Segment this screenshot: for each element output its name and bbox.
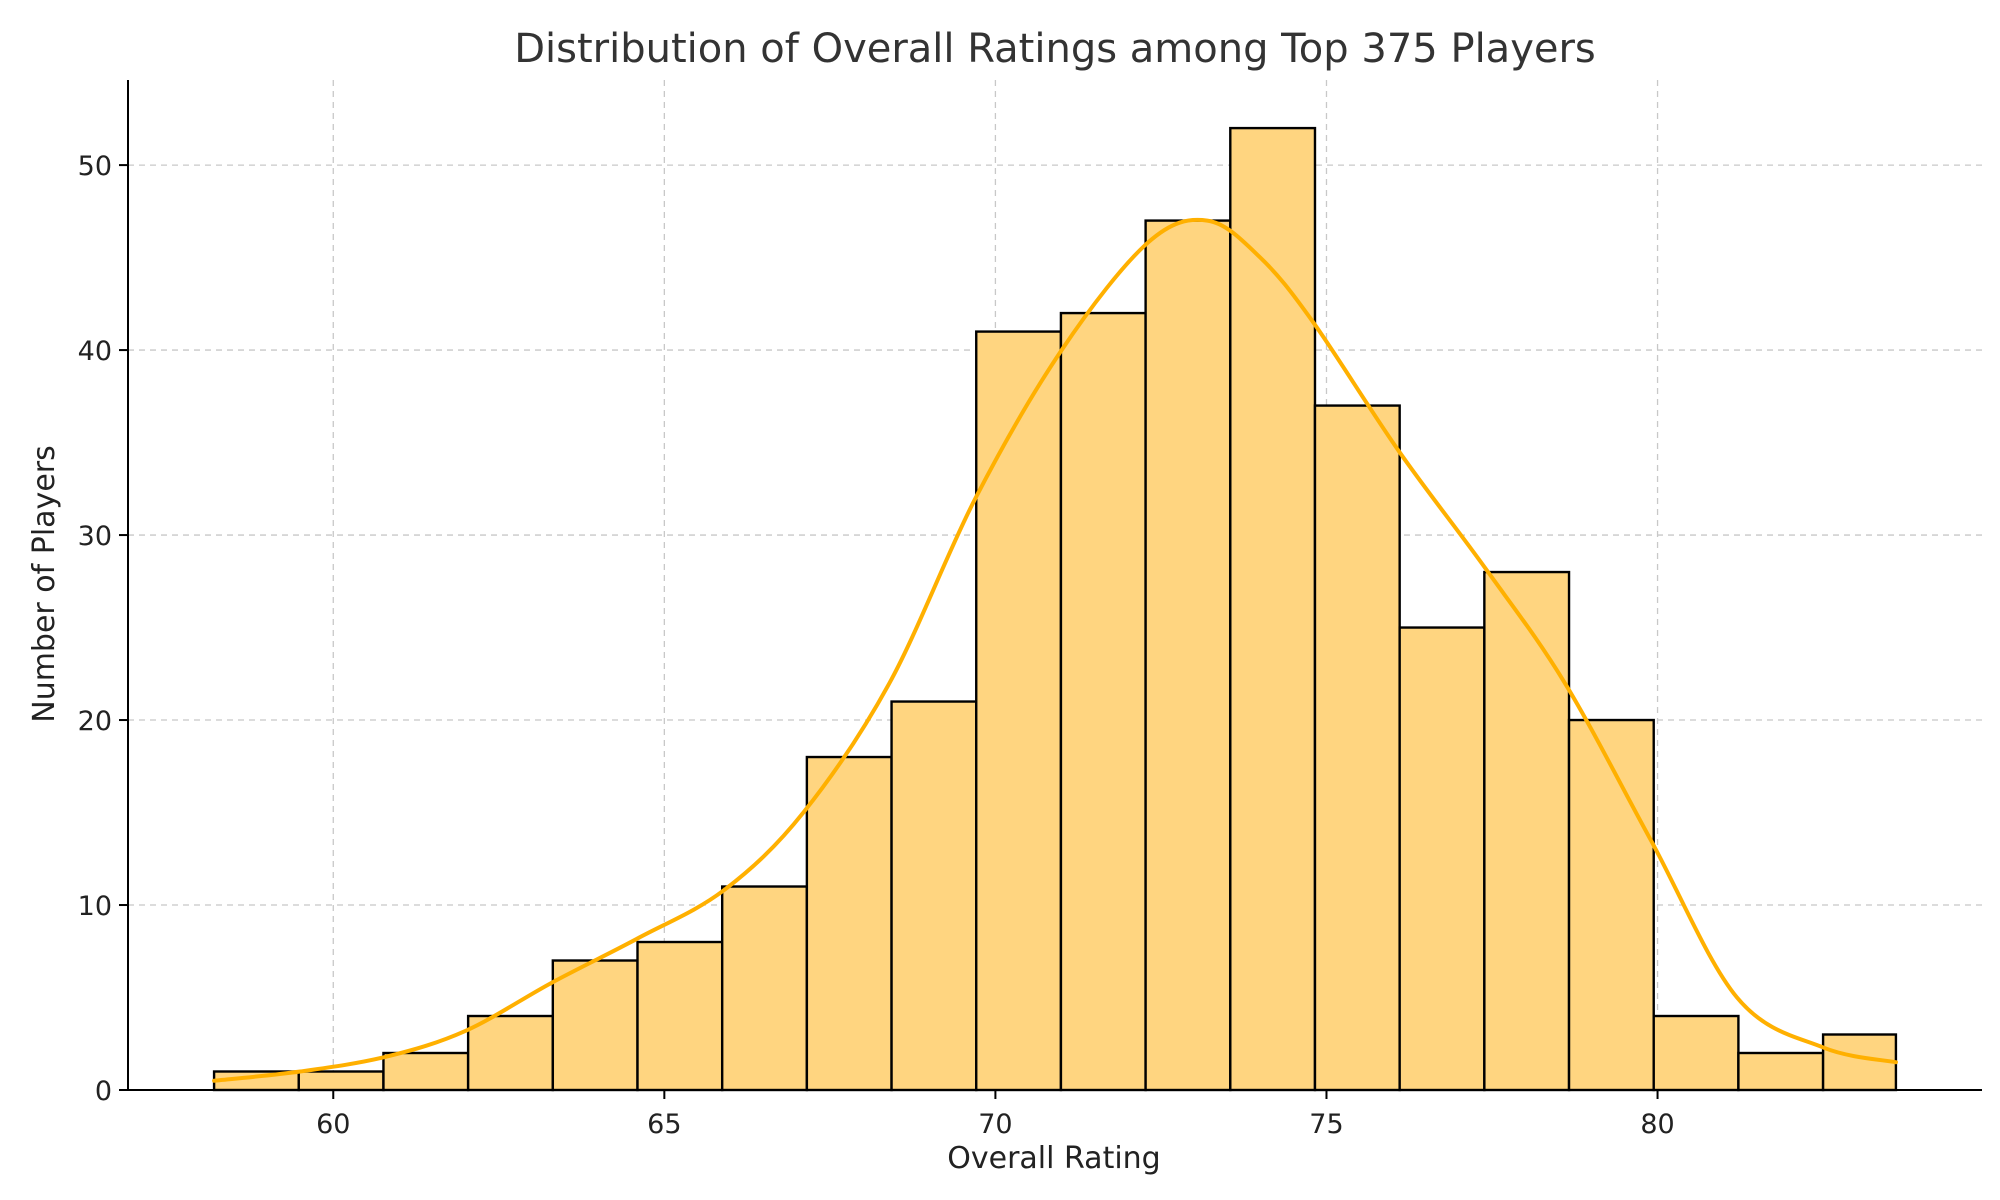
- histogram-bar: [466, 1014, 555, 1092]
- x-axis-label: Overall Rating: [947, 1141, 1160, 1176]
- histogram-bar: [1059, 311, 1147, 1092]
- y-axis-label: Number of Players: [27, 445, 62, 723]
- chart-title: Distribution of Overall Ratings among To…: [514, 26, 1596, 72]
- kde-curve: [212, 217, 1898, 1083]
- histogram-bar: [890, 700, 978, 1092]
- x-tick-label: 65: [647, 1109, 681, 1140]
- x-tick-label: 60: [316, 1109, 350, 1140]
- histogram-bar: [551, 959, 639, 1092]
- histogram-bar: [805, 755, 893, 1092]
- histogram-bar: [382, 1051, 470, 1092]
- histogram-bars: [212, 126, 1898, 1092]
- histogram-bar: [636, 940, 724, 1092]
- y-tick-label: 0: [95, 1076, 112, 1107]
- histogram-bar: [975, 330, 1063, 1092]
- histogram-bar: [1313, 404, 1401, 1092]
- y-tick-label: 30: [78, 521, 112, 552]
- histogram-bar: [1483, 570, 1571, 1092]
- histogram-bar: [1737, 1051, 1825, 1092]
- histogram-bar: [1144, 219, 1232, 1092]
- x-tick-label: 70: [978, 1109, 1012, 1140]
- grid-lines: [128, 80, 1982, 1090]
- y-tick-label: 10: [78, 891, 112, 922]
- x-tick-label: 75: [1309, 1109, 1343, 1140]
- y-tick-label: 50: [78, 151, 112, 182]
- axes: [127, 80, 1982, 1091]
- tick-labels: 60 65 70 75 80 0 10 20 30 40 50: [78, 151, 1675, 1140]
- histogram-bar: [1567, 718, 1655, 1092]
- histogram-bar: [1652, 1014, 1740, 1092]
- x-tick-label: 80: [1640, 1109, 1674, 1140]
- histogram-bar: [1398, 626, 1486, 1092]
- histogram-bar: [720, 885, 809, 1092]
- y-tick-label: 20: [78, 706, 112, 737]
- y-tick-label: 40: [78, 336, 112, 367]
- histogram-bar: [297, 1070, 385, 1092]
- histogram-bar: [1229, 126, 1317, 1092]
